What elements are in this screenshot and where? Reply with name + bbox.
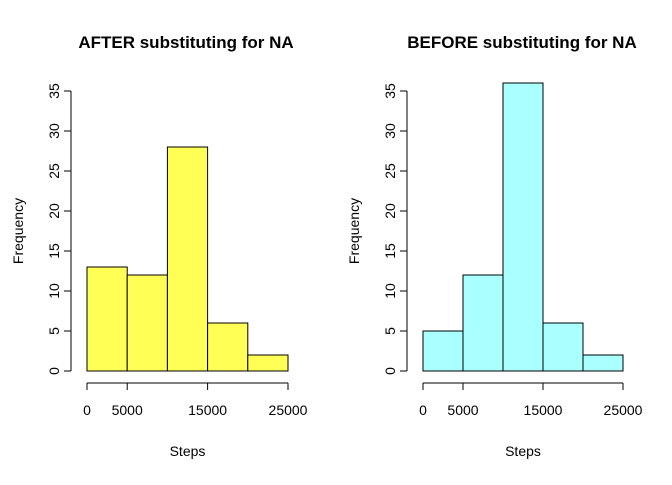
y-tick-label: 25 <box>46 163 62 179</box>
histogram-bar <box>582 354 624 372</box>
y-tick-label: 15 <box>382 243 398 259</box>
x-tick-label: 0 <box>419 402 427 418</box>
histogram-bar <box>207 322 249 372</box>
y-tick-label: 20 <box>382 203 398 219</box>
y-tick-label: 20 <box>46 203 62 219</box>
x-tick-label: 0 <box>83 402 91 418</box>
y-tick-label: 5 <box>382 327 398 335</box>
x-tick-label: 25000 <box>269 402 308 418</box>
y-axis-label: Frequency <box>346 198 362 264</box>
y-tick-label: 0 <box>46 367 62 375</box>
x-tick-label: 15000 <box>188 402 227 418</box>
histogram-panel-before: BEFORE substituting for NA0 5000 15000 2500… <box>346 33 643 459</box>
chart-title: AFTER substituting for NA <box>78 33 293 52</box>
x-tick-label: 5000 <box>447 402 478 418</box>
y-tick-label: 0 <box>382 367 398 375</box>
y-tick-label: 35 <box>46 83 62 99</box>
y-tick-label: 30 <box>46 123 62 139</box>
x-axis-label: Steps <box>170 443 206 459</box>
histogram-bar <box>126 274 168 372</box>
histogram-bar <box>247 354 289 372</box>
x-axis: 0 5000 15000 25000 Steps <box>83 382 308 459</box>
histogram-panel-after: AFTER substituting for NA 0 5000 15000 25000… <box>10 33 308 459</box>
y-tick-label: 10 <box>46 283 62 299</box>
histogram-bar <box>86 266 128 372</box>
x-axis-label: Steps <box>505 443 541 459</box>
y-tick-label: 5 <box>46 327 62 335</box>
y-tick-label: 15 <box>46 243 62 259</box>
y-axis-label: Frequency <box>10 198 26 264</box>
y-tick-label: 25 <box>382 163 398 179</box>
histogram-bar <box>542 322 584 372</box>
y-axis: 0 5 10 15 20 25 30 35 Frequency <box>346 83 408 375</box>
histogram-bar <box>502 82 544 372</box>
x-tick-label: 25000 <box>604 402 643 418</box>
y-axis: 0 5 10 15 20 25 30 35 Frequency <box>10 83 72 375</box>
y-tick-label: 30 <box>382 123 398 139</box>
histogram-bar <box>422 330 464 372</box>
y-tick-label: 35 <box>382 83 398 99</box>
y-tick-label: 10 <box>382 283 398 299</box>
x-axis: 0 5000 15000 25000 Steps <box>419 382 643 459</box>
x-tick-label: 5000 <box>112 402 143 418</box>
histogram-bar <box>462 274 504 372</box>
chart-title: BEFORE substituting for NA <box>407 33 636 52</box>
x-tick-label: 15000 <box>524 402 563 418</box>
histogram-bar <box>166 146 209 372</box>
